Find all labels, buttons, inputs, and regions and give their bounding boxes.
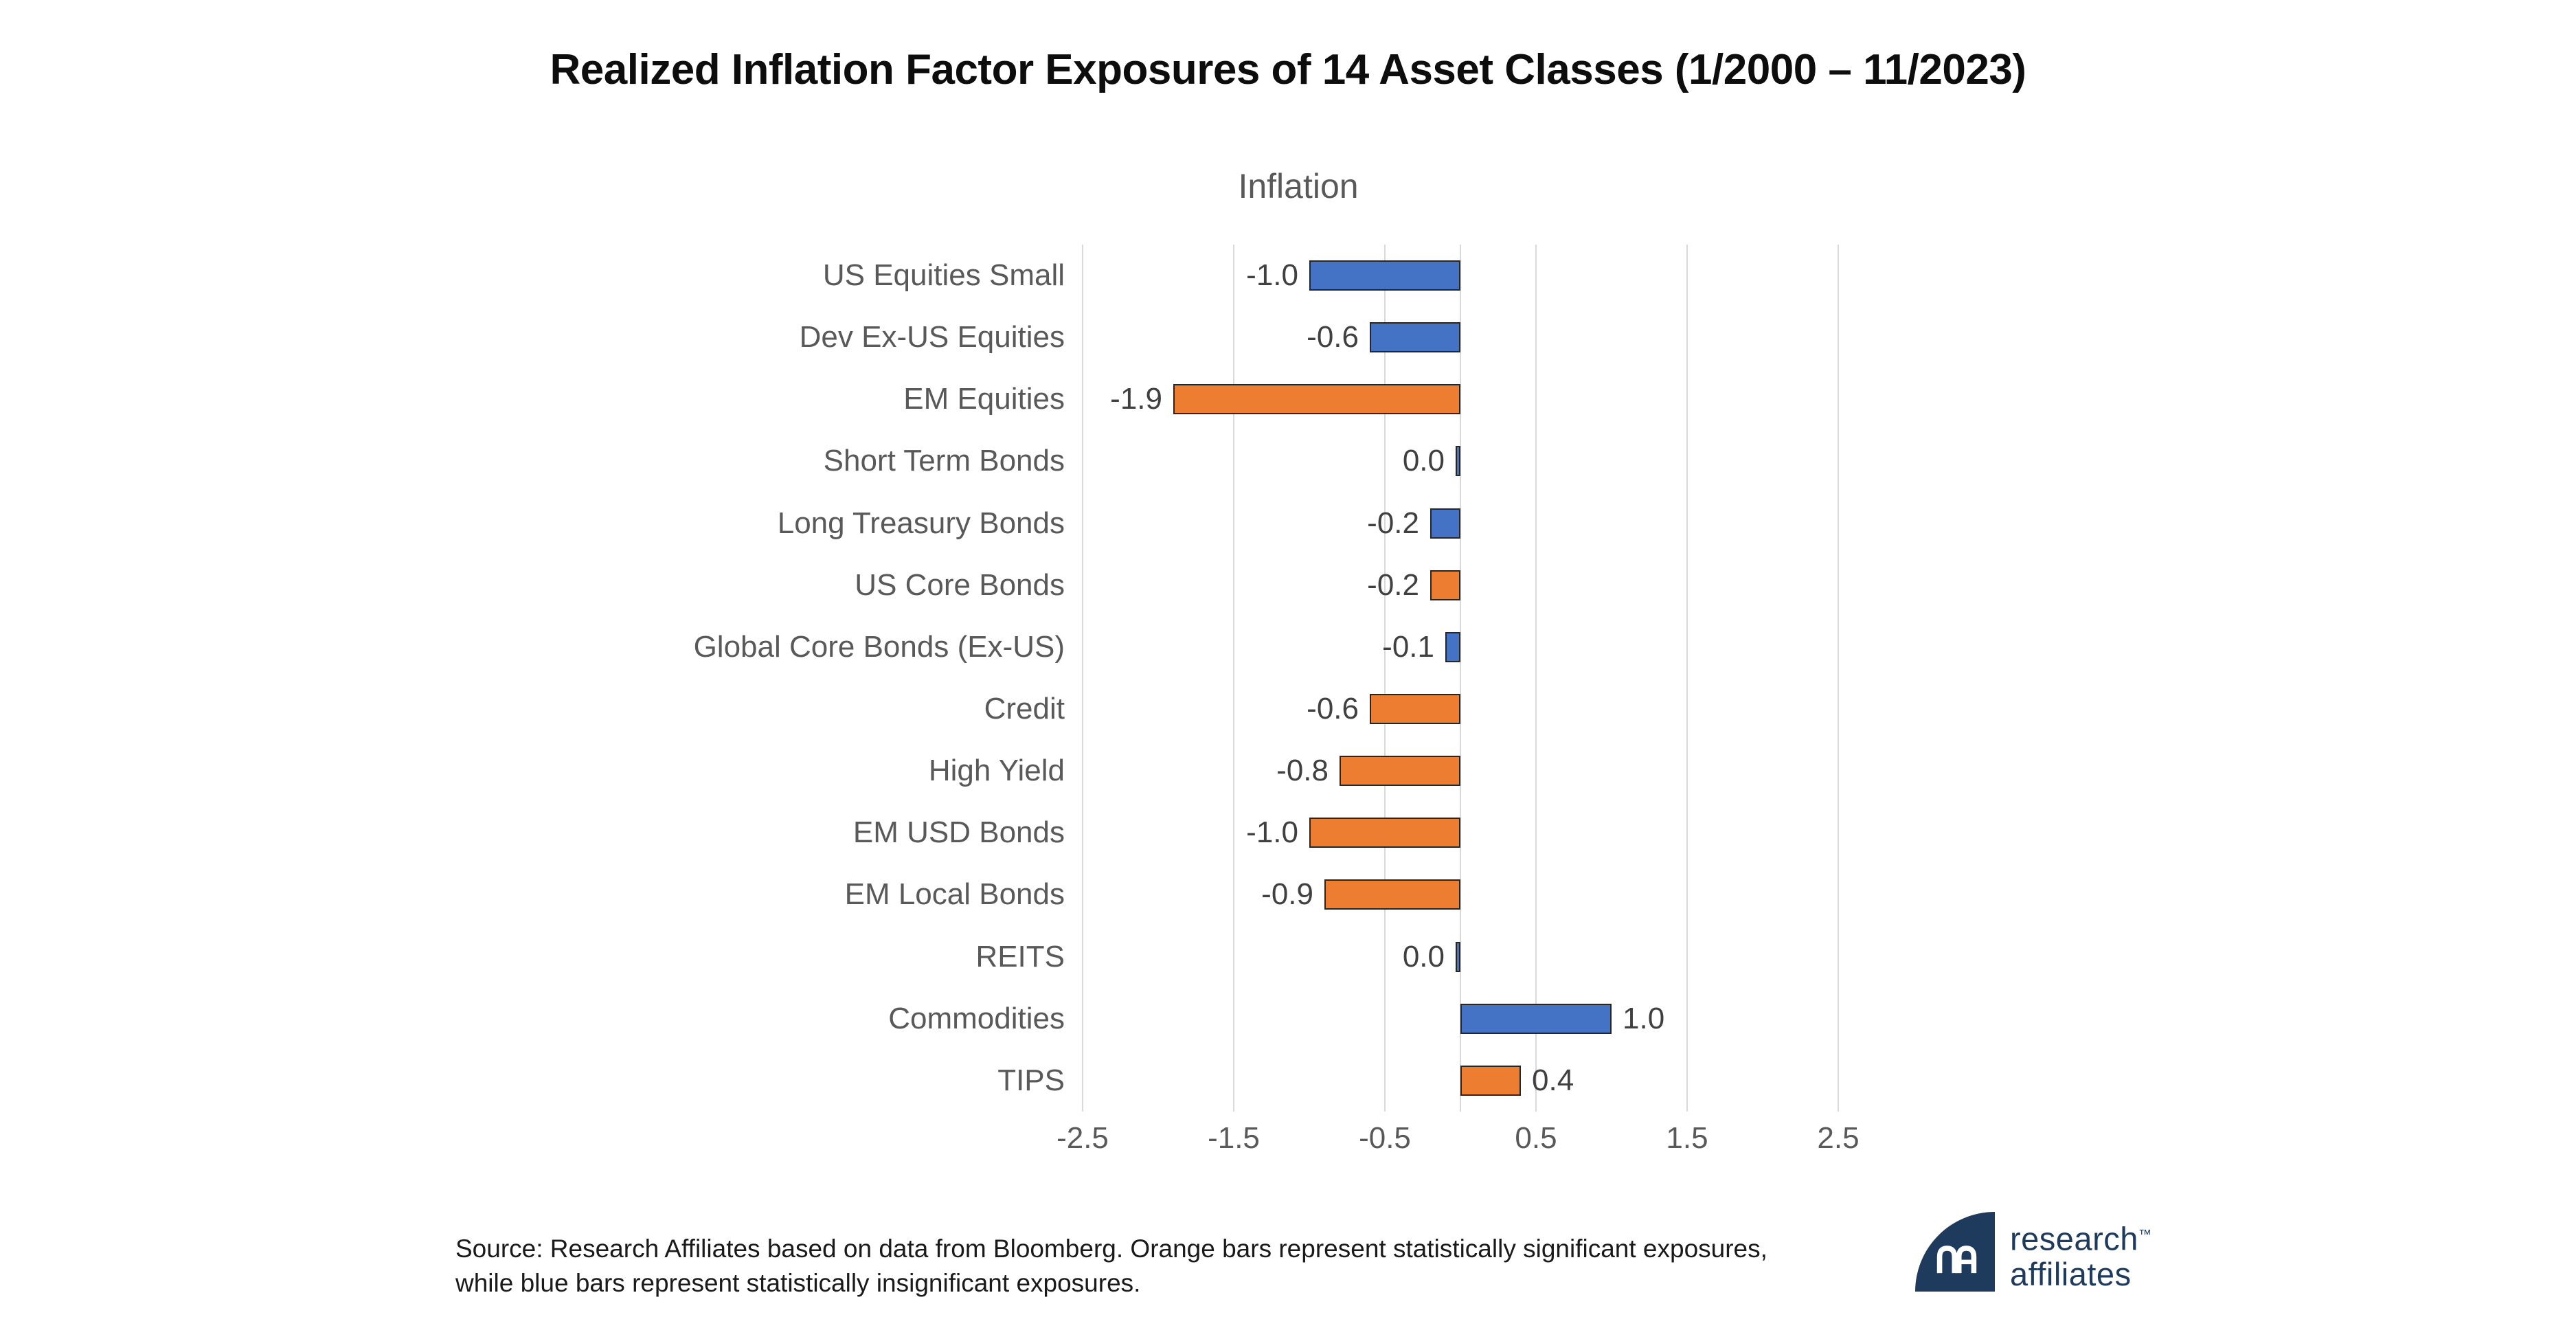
bar-blue (1456, 446, 1460, 477)
chart-title: Inflation (1238, 167, 1359, 205)
page-title: Realized Inflation Factor Exposures of 1… (550, 46, 2026, 93)
chart-row: US Core Bonds -0.2 (855, 554, 1923, 616)
bar-value-label: -0.6 (1307, 691, 1359, 725)
gridline (1233, 245, 1234, 1112)
bar-blue (1430, 508, 1460, 539)
bar-orange (1460, 1065, 1521, 1096)
source-note-line1: Source: Research Affiliates based on dat… (455, 1235, 1767, 1263)
bar-orange (1340, 756, 1460, 787)
category-label: Global Core Bonds (Ex-US) (693, 629, 1065, 664)
x-tick-label: -0.5 (1359, 1121, 1411, 1155)
chart-row: Dev Ex-US Equities -0.6 (800, 306, 1923, 368)
chart-row: TIPS 0.4 (997, 1050, 1923, 1112)
bar-blue (1460, 1003, 1612, 1034)
bar-value-label: 0.0 (1402, 444, 1445, 478)
category-label: Commodities (888, 1001, 1065, 1035)
bar-value-label: -0.6 (1307, 320, 1359, 354)
category-label: REITS (975, 939, 1065, 973)
category-label: Short Term Bonds (823, 444, 1065, 478)
ra-logo-mark-icon (1915, 1212, 1995, 1292)
bar-blue (1445, 631, 1460, 662)
gridline (1535, 245, 1537, 1112)
ra-monogram-icon (1936, 1245, 1976, 1273)
gridline (1384, 245, 1386, 1112)
zero-axis-line (1460, 245, 1461, 1112)
category-label: EM Equities (903, 382, 1065, 416)
bar-value-label: -0.1 (1382, 629, 1434, 664)
bar-value-label: 0.4 (1532, 1063, 1574, 1097)
bar-orange (1309, 818, 1460, 848)
chart-row: US Equities Small -1.0 (823, 245, 1923, 306)
x-tick-label: 2.5 (1817, 1121, 1860, 1155)
chart-row: EM Equities -1.9 (903, 368, 1923, 430)
category-label: US Core Bonds (855, 567, 1065, 602)
bar-blue (1370, 322, 1460, 353)
bar-value-label: -0.8 (1276, 754, 1329, 788)
category-label: EM USD Bonds (852, 815, 1065, 850)
logo-wordmark-line2: affiliates (2010, 1255, 2132, 1292)
gridline (1838, 245, 1839, 1112)
bar-orange (1173, 384, 1460, 415)
category-label: US Equities Small (822, 258, 1065, 292)
bar-value-label: -0.2 (1367, 506, 1419, 540)
bar-value-label: -1.0 (1246, 258, 1298, 292)
plot-area: -2.5 -1.5 -0.5 0.5 1.5 2.5 US Equities Small -1… (694, 245, 1923, 1155)
bar-blue (1309, 260, 1460, 291)
bar-value-label: 1.0 (1623, 1001, 1665, 1035)
gridline (1082, 245, 1083, 1112)
x-tick-label: -1.5 (1208, 1121, 1260, 1155)
category-label: EM Local Bonds (844, 877, 1065, 912)
bar-blue (1456, 941, 1460, 972)
chart-row: Credit -0.6 (984, 678, 1923, 740)
x-tick-label: 1.5 (1666, 1121, 1708, 1155)
chart-row: EM Local Bonds -0.9 (845, 864, 1923, 925)
bar-orange (1370, 693, 1460, 724)
category-label: Dev Ex-US Equities (799, 320, 1065, 354)
bar-value-label: -0.9 (1261, 877, 1313, 912)
source-note: Source: Research Affiliates based on dat… (455, 1232, 1767, 1301)
source-note-line2: while blue bars represent statistically … (455, 1269, 1141, 1297)
bar-value-label: 0.0 (1402, 939, 1445, 973)
chart-row: EM USD Bonds -1.0 (853, 802, 1923, 864)
logo-wordmark-line1: research™ (2010, 1220, 2151, 1257)
bar-value-label: -1.0 (1246, 815, 1298, 850)
chart-row: Long Treasury Bonds -0.2 (778, 493, 1923, 554)
bar-value-label: -0.2 (1367, 567, 1419, 602)
logo-wordmark: research™ affiliates (2010, 1217, 2151, 1292)
x-tick-label: -2.5 (1057, 1121, 1109, 1155)
research-affiliates-logo: research™ affiliates (1915, 1212, 2151, 1292)
chart-row: REITS 0.0 (975, 926, 1923, 988)
category-label: Long Treasury Bonds (777, 506, 1065, 540)
bar-value-label: -1.9 (1110, 382, 1162, 416)
category-label: High Yield (928, 754, 1065, 788)
category-label: TIPS (997, 1063, 1065, 1097)
chart-row: Global Core Bonds (Ex-US) -0.1 (694, 616, 1923, 678)
bar-orange (1430, 570, 1460, 600)
gridline (1686, 245, 1688, 1112)
bar-orange (1324, 879, 1460, 910)
category-label: Credit (984, 691, 1065, 725)
chart-row: High Yield -0.8 (929, 740, 1923, 802)
trademark-symbol: ™ (2138, 1228, 2151, 1242)
chart-row: Commodities 1.0 (888, 988, 1923, 1050)
chart-row: Short Term Bonds 0.0 (824, 430, 1923, 492)
x-tick-label: 0.5 (1515, 1121, 1557, 1155)
